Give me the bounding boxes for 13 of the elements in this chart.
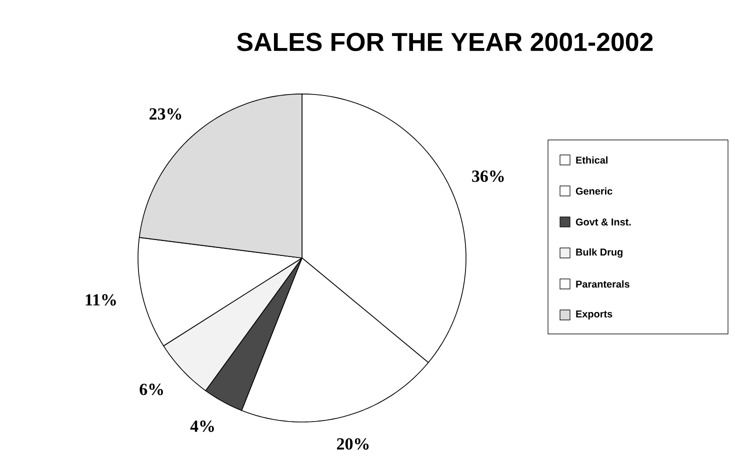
legend-label: Bulk Drug [576, 248, 622, 258]
legend-label: Generic [576, 187, 612, 195]
data-label: 4% [190, 420, 214, 432]
legend-label: Ethical [576, 156, 608, 164]
legend-label: Paranterals [576, 280, 630, 288]
legend-label: Exports [576, 310, 612, 320]
data-label: 36% [472, 170, 504, 182]
chart-title: SALES FOR THE YEAR 2001-2002 [237, 32, 653, 52]
data-label: 11% [86, 294, 116, 306]
data-label: 20% [337, 438, 369, 450]
legend-label: Govt & Inst. [576, 218, 631, 226]
data-label: 6% [140, 384, 163, 396]
data-label: 23% [150, 108, 182, 120]
